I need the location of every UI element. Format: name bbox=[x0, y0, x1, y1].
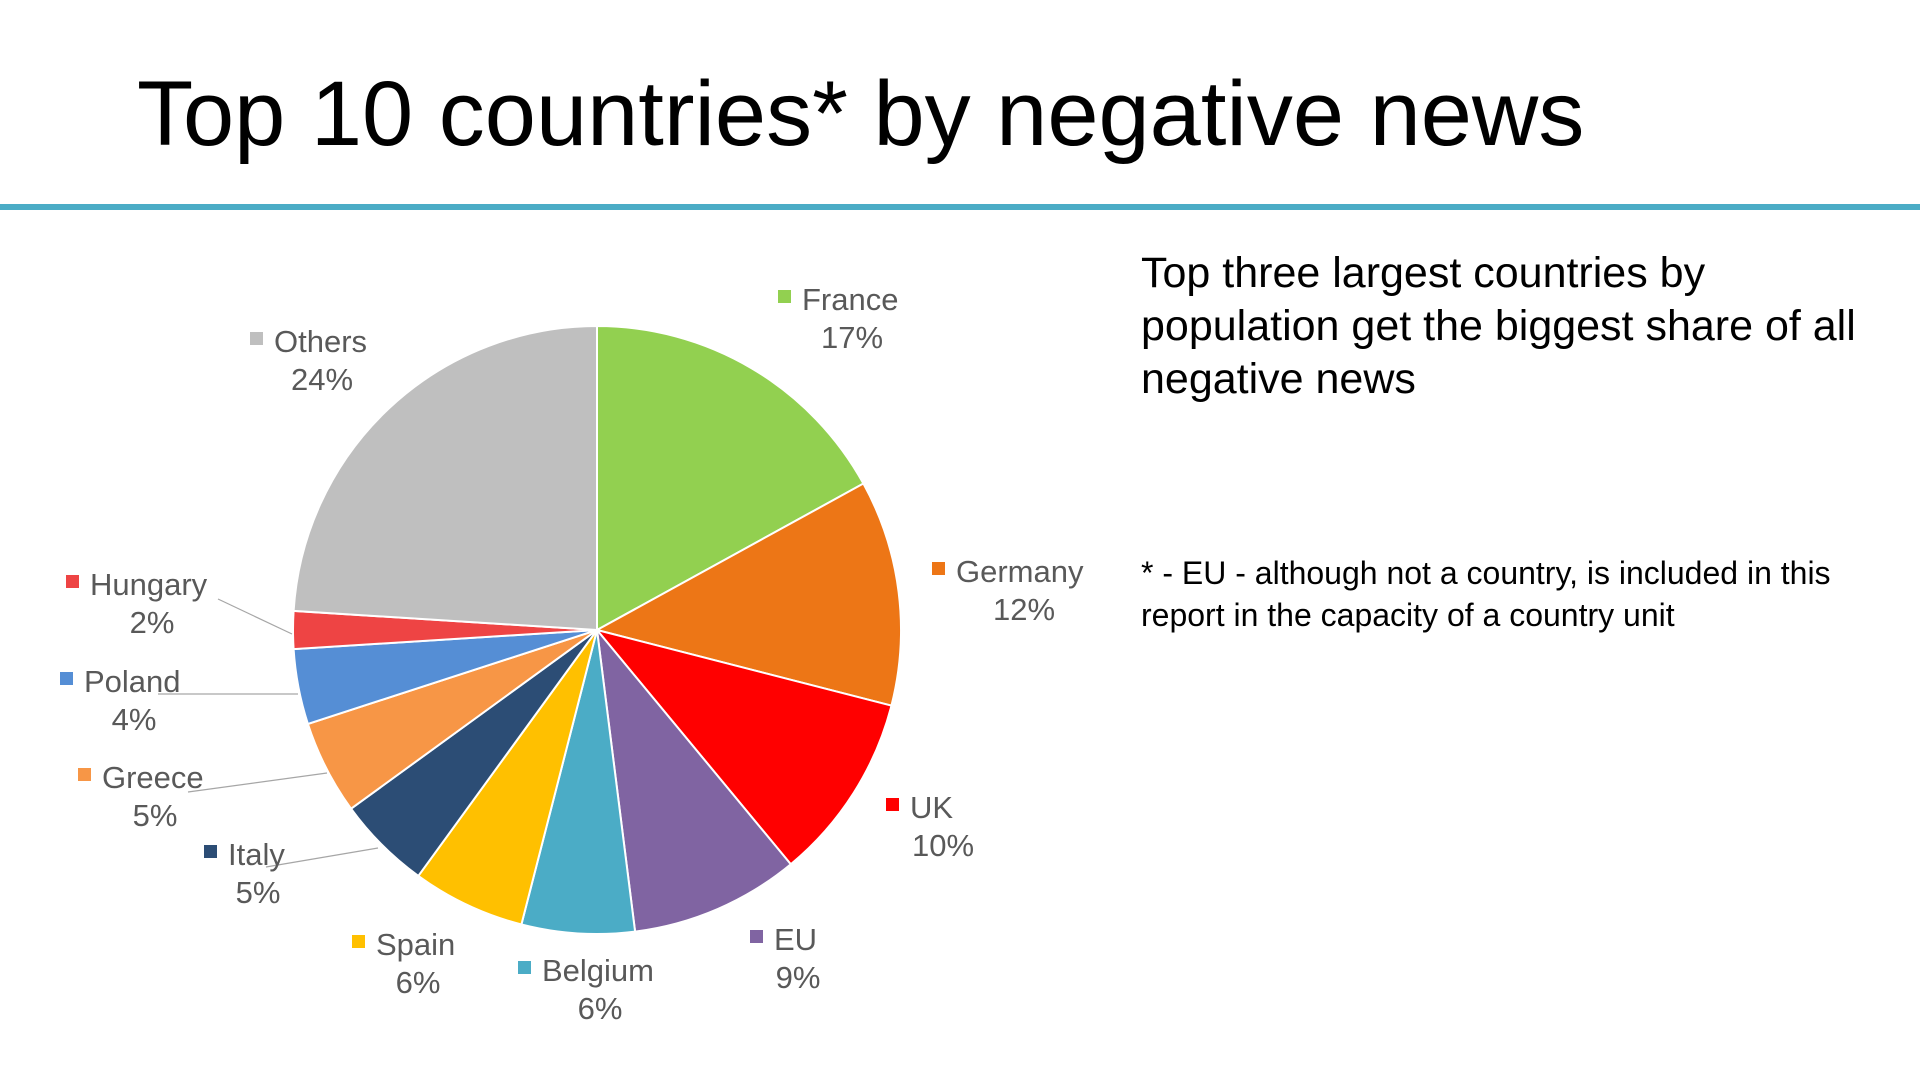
slice-percent-label: 10% bbox=[912, 828, 974, 863]
pie-slice-others bbox=[292, 324, 598, 632]
slice-name-label: Spain bbox=[376, 927, 455, 962]
slice-name-label: Italy bbox=[228, 837, 285, 872]
data-labels: France17%Germany12%UK10%EU9%Belgium6%Spa… bbox=[60, 282, 1084, 1026]
slice-percent-label: 6% bbox=[396, 965, 441, 1000]
data-label-eu: EU9% bbox=[750, 922, 820, 995]
pie-slices bbox=[292, 324, 902, 935]
footnote-text: * - EU - although not a country, is incl… bbox=[1141, 555, 1831, 633]
slice-percent-label: 6% bbox=[578, 991, 623, 1026]
slice-percent-label: 5% bbox=[236, 875, 281, 910]
slice-name-label: France bbox=[802, 282, 898, 317]
pie-slice-france bbox=[596, 324, 865, 632]
slice-name-label: Hungary bbox=[90, 567, 208, 602]
legend-swatch-uk bbox=[886, 798, 899, 811]
pie-slice-eu bbox=[595, 626, 793, 933]
legend-swatch-spain bbox=[352, 935, 365, 948]
slice-percent-label: 4% bbox=[112, 702, 157, 737]
slice-name-label: Greece bbox=[102, 760, 204, 795]
leader-lines bbox=[158, 598, 379, 868]
page-title: Top 10 countries* by negative news bbox=[137, 63, 1585, 165]
leader-line-greece bbox=[187, 772, 328, 793]
slice-name-label: EU bbox=[774, 922, 817, 957]
leader-line-hungary bbox=[217, 598, 293, 635]
legend-swatch-greece bbox=[78, 768, 91, 781]
legend-swatch-germany bbox=[932, 562, 945, 575]
legend-swatch-others bbox=[250, 332, 263, 345]
title-divider bbox=[0, 204, 1920, 210]
slice-percent-label: 5% bbox=[133, 798, 178, 833]
notes-panel: Top three largest countries by populatio… bbox=[1141, 247, 1901, 633]
slice-name-label: Germany bbox=[956, 554, 1084, 589]
slice-name-label: Belgium bbox=[542, 953, 654, 988]
slice-percent-label: 2% bbox=[130, 605, 175, 640]
slice-percent-label: 9% bbox=[776, 960, 821, 995]
slice-percent-label: 17% bbox=[821, 320, 883, 355]
slice-percent-label: 24% bbox=[291, 362, 353, 397]
pie-slice-uk bbox=[594, 628, 893, 866]
slice-name-label: UK bbox=[910, 790, 953, 825]
leader-line-italy bbox=[265, 847, 379, 868]
legend-swatch-eu bbox=[750, 930, 763, 943]
key-finding-text: Top three largest countries by populatio… bbox=[1141, 249, 1856, 403]
slice-name-label: Poland bbox=[84, 664, 181, 699]
legend-swatch-poland bbox=[60, 672, 73, 685]
legend-swatch-france bbox=[778, 290, 791, 303]
slice-name-label: Others bbox=[274, 324, 367, 359]
pie-slice-germany bbox=[594, 482, 902, 707]
slice-percent-label: 12% bbox=[993, 592, 1055, 627]
legend-swatch-hungary bbox=[66, 575, 79, 588]
legend-swatch-belgium bbox=[518, 961, 531, 974]
legend-swatch-italy bbox=[204, 845, 217, 858]
